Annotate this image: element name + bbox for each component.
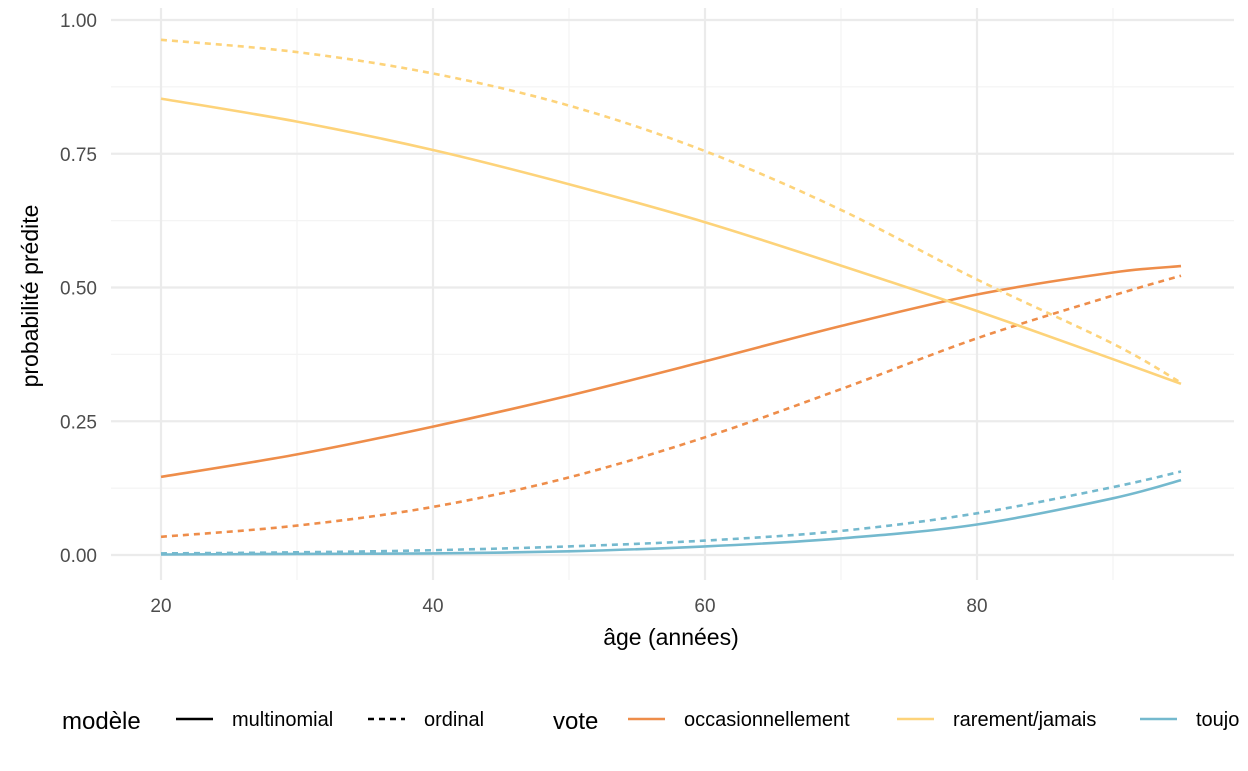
series-lines (160, 38, 1182, 556)
legend-label-occasionnellement: occasionnellement (684, 709, 850, 731)
legend-label-multinomial: multinomial (232, 709, 333, 731)
y-tick-label: 0.75 (60, 145, 97, 166)
legend-label-ordinal: ordinal (424, 709, 484, 731)
series-line-toujours-ordinal (160, 470, 1182, 555)
x-tick-label: 20 (150, 596, 171, 617)
series-line-occasionnellement-ordinal (160, 274, 1182, 539)
legend-title-modele: modèle (62, 708, 141, 735)
legend-label-toujours: toujo (1196, 709, 1239, 731)
series-line-occasionnellement-multinomial (160, 264, 1182, 479)
grid (111, 8, 1234, 580)
legend-label-rarement-jamais: rarement/jamais (953, 709, 1096, 731)
y-tick-label: 1.00 (60, 11, 97, 32)
legend: modèle multinomial ordinal vote occasion… (62, 708, 1239, 735)
y-tick-labels: 0.00 0.25 0.50 0.75 1.00 (60, 11, 97, 567)
x-tick-label: 80 (966, 596, 987, 617)
series-line-rarement-jamais-multinomial (160, 97, 1182, 386)
x-tick-label: 60 (694, 596, 715, 617)
x-tick-labels: 20 40 60 80 (150, 596, 987, 617)
x-axis-title: âge (années) (603, 624, 739, 650)
y-axis-title: probabilité prédite (17, 205, 43, 388)
y-tick-label: 0.25 (60, 412, 97, 433)
legend-title-vote: vote (553, 708, 598, 735)
y-tick-label: 0.00 (60, 546, 97, 567)
x-tick-label: 40 (422, 596, 443, 617)
series-line-rarement-jamais-ordinal (160, 38, 1182, 384)
y-tick-label: 0.50 (60, 279, 97, 300)
series-line-toujours-multinomial (160, 478, 1182, 556)
